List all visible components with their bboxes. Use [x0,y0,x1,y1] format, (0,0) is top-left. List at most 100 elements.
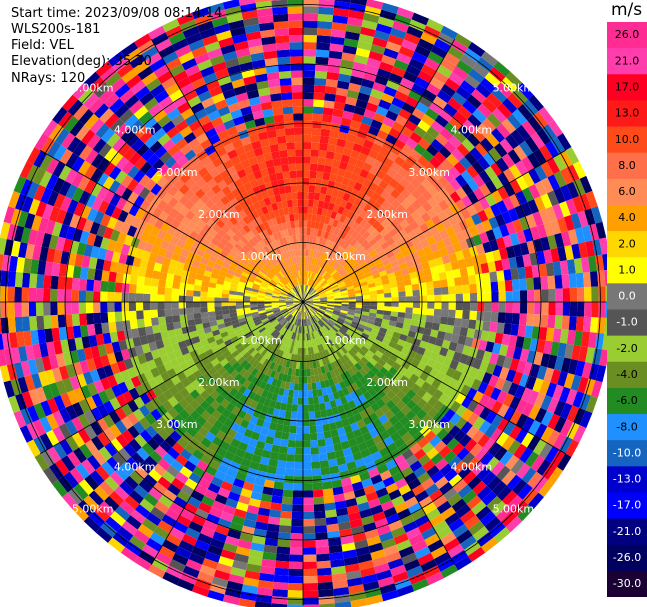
velocity-bin [204,41,221,53]
velocity-bin [52,480,68,498]
velocity-bin [338,283,346,289]
velocity-bin [325,256,332,264]
velocity-bin [162,138,176,152]
velocity-bin [43,274,52,289]
velocity-bin [300,311,302,320]
velocity-bin [243,329,251,336]
velocity-bin [358,560,374,571]
velocity-bin [278,304,287,308]
velocity-bin [57,111,74,129]
velocity-bin [116,526,134,542]
velocity-bin [192,448,205,461]
velocity-bin [139,498,155,513]
velocity-bin [321,121,332,130]
velocity-bin [181,533,198,547]
velocity-bin [420,212,432,223]
velocity-bin [347,219,356,228]
velocity-bin [94,269,103,281]
velocity-bin [466,94,482,109]
velocity-bin [326,321,334,328]
velocity-bin [284,381,291,390]
velocity-bin [141,250,151,261]
velocity-bin [78,443,93,460]
velocity-bin [288,273,294,281]
velocity-bin [552,203,564,220]
velocity-bin [284,321,290,329]
velocity-bin [335,174,344,184]
velocity-bin [244,197,254,207]
velocity-bin [375,224,385,234]
velocity-bin [279,295,287,299]
velocity-bin [262,366,270,375]
velocity-bin [325,371,333,380]
velocity-bin [359,376,368,386]
velocity-bin [466,204,478,217]
velocity-bin [485,179,498,194]
velocity-bin [286,454,295,462]
velocity-bin [314,250,320,259]
velocity-bin [312,482,323,491]
velocity-bin [315,330,321,338]
velocity-bin [203,72,218,85]
velocity-bin [311,291,318,297]
velocity-bin [323,314,331,320]
velocity-bin [217,323,226,330]
velocity-bin [222,594,241,606]
velocity-bin [127,347,138,359]
velocity-bin [370,549,386,561]
velocity-bin [436,330,446,340]
velocity-bin [403,420,415,432]
velocity-bin [413,143,427,156]
velocity-bin [397,84,412,96]
velocity-bin [305,256,308,264]
velocity-bin [178,289,187,296]
velocity-bin [332,204,340,213]
velocity-bin [208,167,220,179]
velocity-bin [225,402,236,413]
velocity-bin [359,277,367,284]
velocity-bin [467,42,486,57]
velocity-bin [588,332,598,349]
velocity-bin [265,343,272,351]
velocity-bin [236,291,244,296]
velocity-bin [31,372,43,389]
velocity-bin [72,82,89,100]
velocity-bin [411,404,422,416]
velocity-bin [325,209,333,218]
velocity-bin [238,261,247,269]
velocity-bin [416,248,426,258]
velocity-bin [403,341,413,350]
velocity-bin [491,480,507,496]
velocity-bin [250,219,259,228]
velocity-bin [235,305,244,310]
velocity-bin [303,533,316,541]
velocity-bin [59,439,73,456]
velocity-bin [505,133,520,150]
velocity-bin [361,264,370,272]
velocity-bin [316,259,322,267]
velocity-bin [436,89,452,104]
velocity-bin [265,227,273,236]
velocity-bin [408,502,423,515]
velocity-bin [352,197,362,207]
velocity-bin [268,210,276,220]
velocity-bin [274,430,283,439]
velocity-bin [403,32,421,45]
velocity-bin [598,286,606,302]
velocity-bin [310,439,319,448]
velocity-bin [274,286,282,291]
velocity-bin [250,269,259,276]
velocity-bin [311,382,317,391]
velocity-bin [536,365,548,381]
velocity-bin [96,186,109,201]
velocity-bin [339,470,350,480]
velocity-bin [73,202,86,217]
velocity-bin [189,183,201,194]
velocity-bin [418,137,431,150]
velocity-bin [260,247,268,256]
velocity-bin [166,465,180,478]
velocity-bin [448,518,465,533]
velocity-bin [13,361,25,379]
velocity-bin [315,266,321,274]
velocity-bin [175,546,192,560]
